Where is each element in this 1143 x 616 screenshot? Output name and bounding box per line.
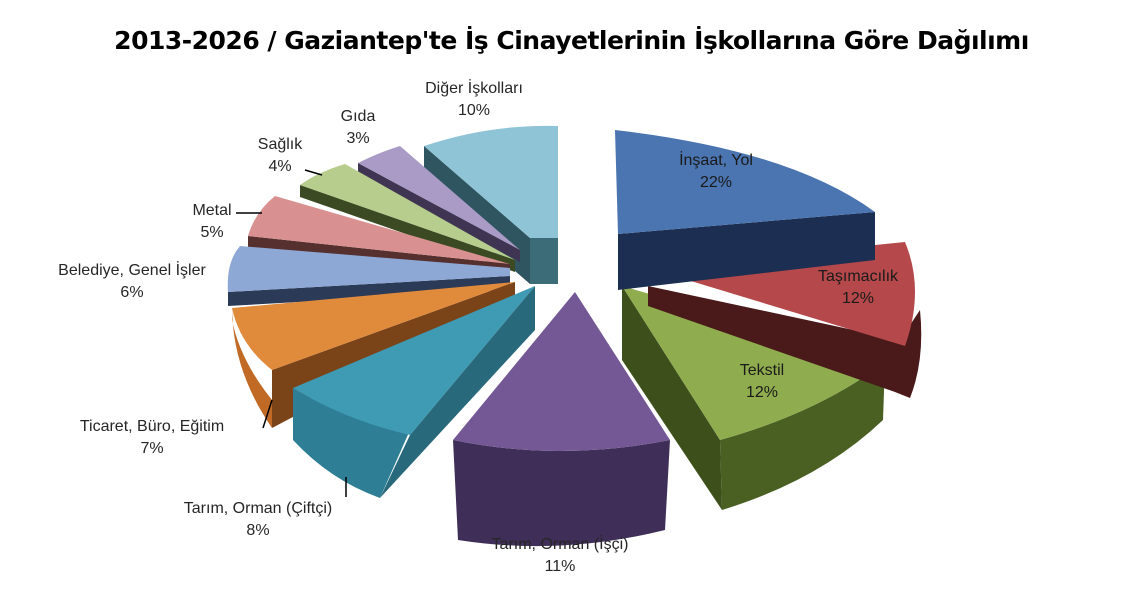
slice-tekstil: [622, 286, 885, 510]
slice-ciftci: [293, 286, 535, 498]
label-saglik: Sağlık 4%: [257, 136, 303, 175]
label-insaat: İnşaat, Yol 22%: [679, 152, 753, 191]
label-ciftci: Tarım, Orman (Çiftçi) 8%: [183, 500, 333, 539]
leader-lines: [236, 169, 347, 497]
label-belediye: Belediye, Genel İşler 6%: [58, 262, 206, 301]
slice-gida: [358, 146, 520, 262]
label-metal: Metal 5%: [192, 202, 232, 241]
chart-title: 2013-2026 / Gaziantep'te İş Cinayetlerin…: [114, 26, 1029, 55]
label-diger: Diğer İşkolları 10%: [425, 80, 523, 119]
label-gida: Gıda 3%: [340, 108, 376, 147]
slice-insaat: [615, 130, 875, 290]
label-tasimacilik: Taşımacılık 12%: [817, 268, 899, 307]
slice-belediye: [227, 246, 510, 306]
label-tekstil: Tekstil 12%: [739, 362, 785, 401]
label-ticaret: Ticaret, Büro, Eğitim 7%: [79, 418, 225, 457]
slice-isci: [453, 292, 670, 547]
label-isci: Tarım, Orman (İşçi) 11%: [491, 536, 629, 575]
